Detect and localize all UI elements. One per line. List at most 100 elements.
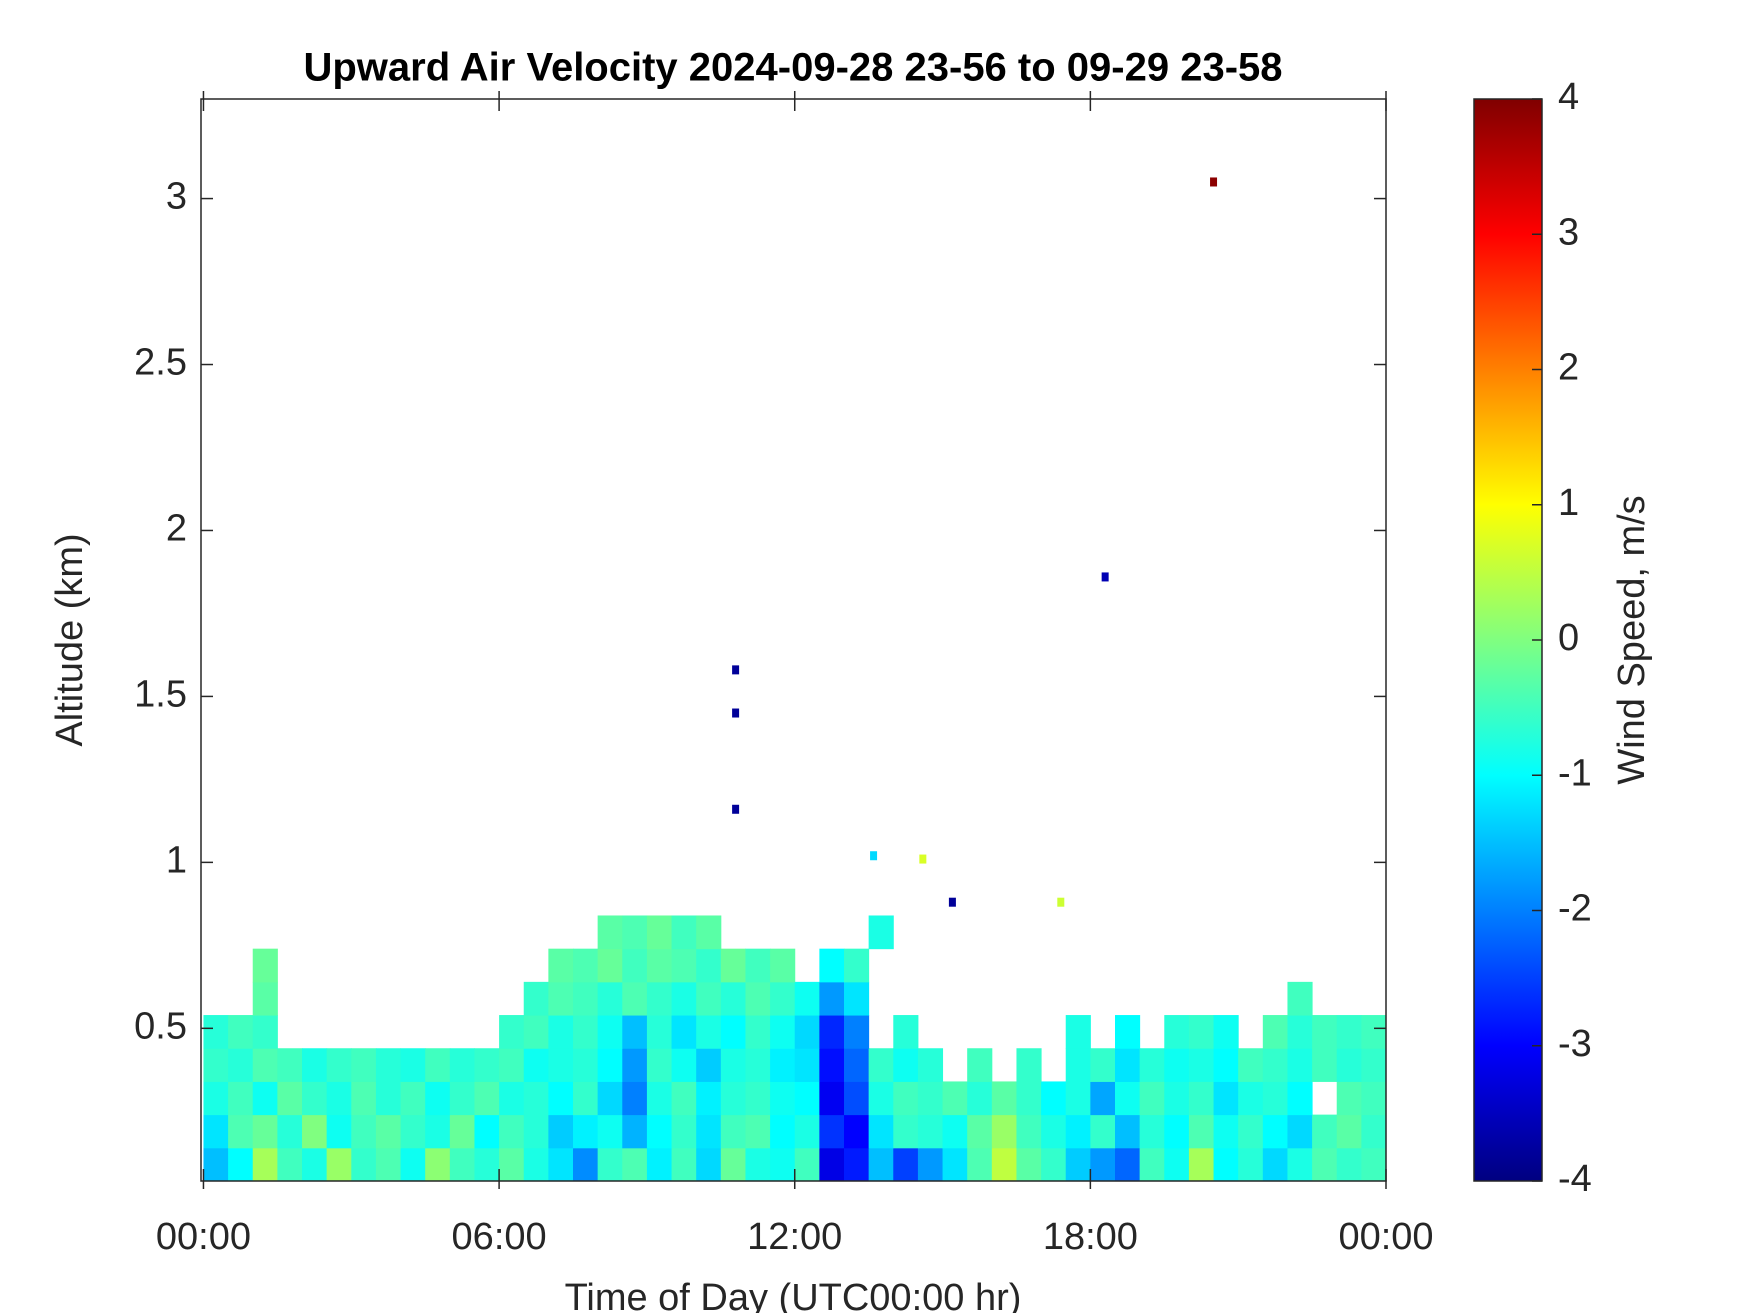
heatmap-cell [745, 981, 771, 1016]
heatmap-cell [400, 1147, 426, 1182]
heatmap-cell [1336, 1147, 1362, 1182]
heatmap-cell [523, 1114, 549, 1149]
heatmap-cell [770, 981, 796, 1016]
heatmap-cell [1065, 1114, 1091, 1149]
heatmap-cell [1115, 1081, 1141, 1116]
heatmap-cell [1188, 1081, 1215, 1116]
heatmap-cell [622, 1114, 648, 1149]
y-tick-label: 2.5 [134, 342, 187, 384]
heatmap-cell [671, 1015, 697, 1049]
heatmap-cell [1016, 1147, 1042, 1182]
heatmap-cell [671, 1081, 697, 1116]
heatmap-cell [1312, 1114, 1338, 1149]
point [1101, 572, 1109, 582]
heatmap-cell [1336, 1015, 1362, 1049]
heatmap-cell [794, 1147, 820, 1182]
heatmap-cell [252, 1081, 278, 1116]
heatmap-cell [720, 1081, 746, 1116]
heatmap-cell [573, 981, 599, 1016]
heatmap-cell [573, 1147, 599, 1182]
heatmap-cell [375, 1081, 402, 1116]
heatmap-cell [375, 1114, 402, 1149]
heatmap-cell [523, 981, 549, 1016]
heatmap-cell [252, 948, 278, 983]
y-tick-label: 1 [166, 839, 187, 881]
heatmap-cell [1361, 1114, 1387, 1149]
heatmap-cell [1115, 1147, 1141, 1182]
heatmap-cell [967, 1114, 993, 1149]
heatmap-cell [1016, 1081, 1042, 1116]
colorbar-tick-label: 0 [1558, 617, 1579, 659]
heatmap-cell [597, 1114, 623, 1149]
heatmap-cell [1139, 1114, 1165, 1149]
heatmap-cell [622, 915, 648, 950]
heatmap-cell [425, 1048, 451, 1082]
heatmap-cell [967, 1147, 993, 1182]
heatmap-cell [794, 1015, 820, 1049]
heatmap-cell [770, 948, 796, 983]
y-tick-label: 2 [166, 508, 187, 550]
heatmap-cell [917, 1147, 944, 1182]
heatmap-cell [671, 1048, 697, 1082]
y-tick-label: 3 [166, 176, 187, 218]
heatmap-cell [1287, 981, 1313, 1016]
heatmap-cell [203, 1114, 229, 1149]
heatmap-cell [819, 1048, 845, 1082]
y-tick-label: 1.5 [134, 673, 187, 715]
heatmap-cell [597, 1081, 623, 1116]
heatmap-cell [499, 1114, 525, 1149]
point [732, 804, 740, 814]
x-tick-label: 00:00 [156, 1216, 251, 1258]
heatmap-cell [696, 1081, 722, 1116]
heatmap-cell [1164, 1048, 1190, 1082]
heatmap-cell [991, 1081, 1017, 1116]
heatmap-cell [1262, 1048, 1288, 1082]
heatmap-cell [375, 1147, 402, 1182]
heatmap-cell [228, 1048, 254, 1082]
point [919, 854, 927, 864]
heatmap-cell [1016, 1048, 1042, 1082]
heatmap-cell [917, 1081, 944, 1116]
heatmap-cell [449, 1081, 475, 1116]
heatmap-cell [696, 915, 722, 950]
heatmap-cell [302, 1114, 328, 1149]
heatmap-cell [794, 1114, 820, 1149]
heatmap-cell [449, 1048, 475, 1082]
heatmap-cell [326, 1147, 352, 1182]
point [1210, 177, 1218, 187]
chart-title: Upward Air Velocity 2024-09-28 23-56 to … [303, 46, 1282, 90]
heatmap-cell [745, 948, 771, 983]
heatmap-cell [1139, 1147, 1165, 1182]
heatmap-cell [1213, 1114, 1239, 1149]
heatmap-cell [844, 948, 870, 983]
heatmap-cell [523, 1147, 549, 1182]
plot-frame [200, 98, 1387, 1182]
heatmap-cell [819, 981, 845, 1016]
heatmap-cell [573, 1048, 599, 1082]
heatmap-cell [868, 1147, 894, 1182]
colorbar [1473, 98, 1543, 1182]
heatmap-cell [499, 1015, 525, 1049]
heatmap-cell [1164, 1015, 1190, 1049]
point [948, 897, 956, 907]
heatmap-cell [844, 1048, 870, 1082]
heatmap-cell [844, 1015, 870, 1049]
heatmap-cell [1164, 1114, 1190, 1149]
heatmap-cell [696, 948, 722, 983]
heatmap-cell [794, 1048, 820, 1082]
heatmap-cell [1065, 1147, 1091, 1182]
heatmap-cell [770, 1048, 796, 1082]
heatmap-cell [573, 1081, 599, 1116]
heatmap-cell [1361, 1048, 1387, 1082]
heatmap-cell [351, 1081, 377, 1116]
point [732, 665, 740, 675]
heatmap-cell [720, 981, 746, 1016]
heatmap-cell [671, 981, 697, 1016]
heatmap-cell [794, 1081, 820, 1116]
heatmap-cell [277, 1147, 303, 1182]
heatmap-cell [597, 915, 623, 950]
y-tick-label: 0.5 [134, 1005, 187, 1047]
heatmap-cell [844, 1081, 870, 1116]
heatmap-cell [277, 1048, 303, 1082]
